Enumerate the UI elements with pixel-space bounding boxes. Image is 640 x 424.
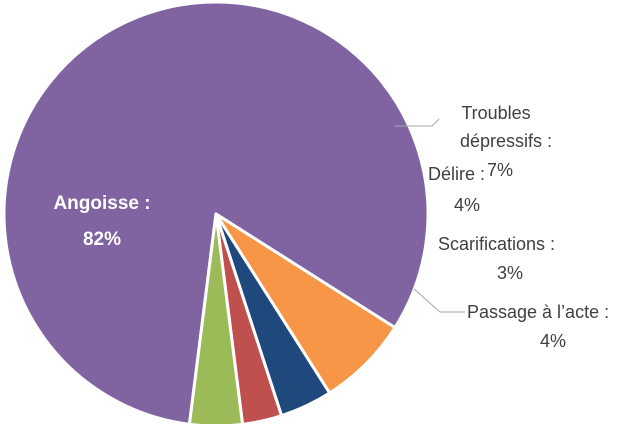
pie-slices — [2, 0, 430, 424]
label-angoisse-value: 82% — [83, 229, 121, 250]
label-scarifications-name: Scarifications : — [438, 234, 555, 254]
label-troubles-value: 7% — [487, 160, 513, 180]
label-delire-name: Délire : — [428, 164, 485, 184]
leader-line-troubles — [395, 118, 440, 127]
label-troubles-line1: Troubles — [461, 103, 530, 123]
slice-scarifications — [214, 212, 284, 424]
leader-line-passage — [413, 288, 465, 313]
label-passage-value: 4% — [540, 331, 566, 351]
label-scarifications-value: 3% — [497, 263, 523, 283]
label-troubles-line2: dépressifs : — [460, 131, 552, 151]
label-passage-name: Passage à l’acte : — [467, 302, 609, 322]
slice-passage-à-l-acte — [187, 212, 245, 424]
label-delire-value: 4% — [454, 195, 480, 215]
label-angoisse-name: Angoisse : — [53, 193, 150, 214]
